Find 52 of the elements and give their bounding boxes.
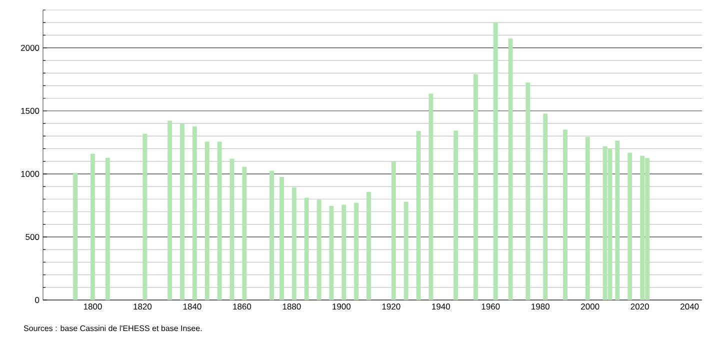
- bar: [543, 114, 548, 300]
- bar: [354, 202, 359, 300]
- x-tick-label: 1900: [332, 304, 351, 310]
- x-tick-label: 1820: [134, 304, 152, 310]
- bar: [562, 130, 568, 300]
- x-tick-label: 1840: [183, 304, 202, 310]
- x-tick-label: 1940: [432, 304, 450, 310]
- bar: [316, 200, 322, 300]
- bar: [508, 38, 513, 300]
- bar: [304, 198, 309, 300]
- bar: [473, 74, 478, 300]
- bar: [292, 187, 296, 300]
- x-tick-label: 2020: [630, 304, 649, 310]
- bar: [192, 126, 197, 300]
- bar: [342, 204, 346, 300]
- bar: [329, 206, 334, 300]
- x-tick-label: 1920: [382, 304, 400, 310]
- bar: [493, 22, 498, 300]
- y-tick-label: 2000: [20, 44, 40, 51]
- x-tick-label: 1980: [532, 304, 550, 310]
- y-tick-label: 1000: [21, 170, 40, 177]
- bar: [242, 166, 247, 300]
- x-tick-label: 1800: [84, 304, 102, 310]
- x-tick-label: 1860: [233, 304, 252, 310]
- y-tick-label: 0: [35, 296, 40, 304]
- x-tick-label: 1960: [482, 304, 500, 310]
- x-tick-label: 2040: [680, 304, 699, 310]
- bar: [142, 134, 148, 300]
- bar: [404, 202, 408, 300]
- source-note: Sources : base Cassini de l'EHESS et base Insee.: [24, 325, 202, 332]
- bar: [180, 124, 184, 300]
- bar: [628, 152, 632, 300]
- bar: [615, 140, 620, 300]
- bar: [217, 142, 222, 300]
- bar: [204, 142, 210, 300]
- x-tick-label: 2000: [581, 304, 600, 310]
- bar: [90, 154, 95, 300]
- bar: [428, 94, 434, 300]
- bar: [454, 130, 458, 300]
- bar: [526, 82, 530, 300]
- y-tick-label: 500: [26, 234, 40, 240]
- bar: [105, 158, 110, 300]
- bar: [585, 136, 590, 300]
- bar: [168, 120, 172, 300]
- bar: [270, 170, 274, 300]
- bar: [73, 173, 78, 300]
- y-tick-label: 1500: [21, 108, 40, 114]
- x-tick-label: 1880: [282, 304, 301, 310]
- bar: [366, 192, 372, 300]
- bar: [391, 161, 396, 300]
- bar: [416, 131, 421, 300]
- bar: [279, 176, 284, 300]
